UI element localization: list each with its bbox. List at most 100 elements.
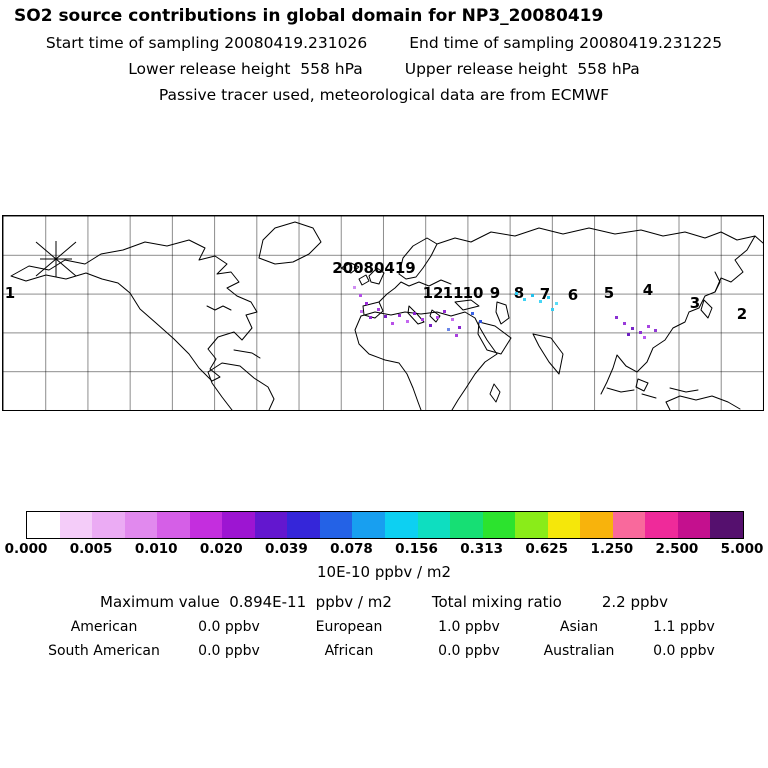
figure-title: SO2 source contributions in global domai… — [14, 6, 604, 26]
colorbar-strip — [710, 512, 744, 538]
colorbar — [26, 511, 744, 539]
colorbar-tick-label: 0.313 — [460, 541, 503, 557]
source-region-label: European — [315, 619, 383, 635]
colorbar-strip — [482, 512, 516, 538]
lower-release-text: Lower release height 558 hPa — [128, 60, 363, 78]
colorbar-tick-label: 1.250 — [590, 541, 634, 557]
colorbar-strip — [124, 512, 158, 538]
colorbar-tick-label: 0.625 — [525, 541, 569, 557]
source-region-label: American — [70, 619, 138, 635]
colorbar-strip — [547, 512, 581, 538]
concentration-dot — [531, 294, 534, 297]
source-region-value: 1.1 ppbv — [653, 619, 715, 635]
colorbar-tick-label: 0.039 — [265, 541, 308, 557]
concentration-dot — [627, 333, 630, 336]
colorbar-tick-label: 5.000 — [720, 541, 764, 557]
colorbar-strip — [450, 512, 483, 538]
colorbar-strip — [27, 512, 60, 538]
source-region-value: 0.0 ppbv — [653, 643, 715, 659]
end-time-text: End time of sampling 20080419.231225 — [409, 34, 723, 52]
tracer-note-text: Passive tracer used, meteorological data… — [158, 86, 610, 104]
colorbar-strip — [157, 512, 190, 538]
source-region-label: Australian — [543, 643, 615, 659]
concentration-dot — [365, 302, 368, 305]
concentration-dot — [631, 327, 634, 330]
world-coastlines — [10, 221, 763, 410]
colorbar-strip — [580, 512, 613, 538]
concentration-dot — [391, 322, 394, 325]
concentration-dot — [455, 334, 458, 337]
source-region-value: 0.0 ppbv — [198, 619, 260, 635]
total-mixing-ratio-value: 2.2 ppbv — [601, 593, 668, 611]
trajectory-date-label: 20080419 — [332, 259, 416, 277]
upper-release-text: Upper release height 558 hPa — [404, 60, 640, 78]
concentration-dot — [471, 312, 474, 315]
colorbar-tick-label: 0.078 — [330, 541, 373, 557]
colorbar-strip — [319, 512, 353, 538]
release-point-marker — [35, 241, 77, 277]
source-region-value: 0.0 ppbv — [198, 643, 260, 659]
colorbar-strip — [515, 512, 548, 538]
source-region-label: Asian — [559, 619, 599, 635]
source-contributions-table: American 0.0 ppbv European 1.0 ppbv Asian 1.1… — [34, 619, 734, 659]
concentration-dot — [406, 320, 409, 323]
colorbar-strip — [254, 512, 288, 538]
tracer-note-line: Passive tracer used, meteorological data… — [0, 86, 768, 104]
source-region-value: 0.0 ppbv — [438, 643, 500, 659]
concentration-dot — [551, 308, 554, 311]
concentration-dot — [458, 326, 461, 329]
concentration-dot — [555, 302, 558, 305]
colorbar-strip — [189, 512, 223, 538]
stats-summary-line: Maximum value 0.894E-11 ppbv / m2 Total … — [0, 593, 768, 611]
colorbar-tick-label: 2.500 — [655, 541, 699, 557]
trajectory-day-label: 7 — [539, 285, 551, 303]
concentration-dot — [547, 296, 550, 299]
colorbar-tick-labels: 0.000 0.005 0.010 0.020 0.039 0.078 0.156 0.313… — [5, 541, 764, 557]
release-heights-line: Lower release height 558 hPa Upper relea… — [0, 60, 768, 78]
concentration-dot — [623, 322, 626, 325]
map-overlay: 1 20080419 12 11 10 9 8 7 6 5 4 3 2 — [3, 216, 763, 410]
concentration-dot — [413, 312, 416, 315]
trajectory-day-label: 10 — [462, 284, 484, 302]
concentration-dot — [523, 298, 526, 301]
colorbar-tick-label: 0.000 — [4, 541, 48, 557]
concentration-dot — [353, 286, 356, 289]
trajectory-day-label: 6 — [567, 286, 579, 304]
concentration-dot — [615, 316, 618, 319]
concentration-dot — [479, 320, 482, 323]
colorbar-strip — [287, 512, 320, 538]
trajectory-day-label: 1 — [4, 284, 16, 302]
colorbar-strip — [352, 512, 386, 538]
colorbar-strip — [645, 512, 678, 538]
concentration-dot — [421, 318, 424, 321]
concentration-dot — [359, 294, 362, 297]
colorbar-strip — [59, 512, 93, 538]
trajectory-day-label: 2 — [736, 305, 748, 323]
concentration-dot — [369, 316, 372, 319]
source-region-label: South American — [48, 643, 160, 659]
trajectory-day-label: 12 — [422, 284, 444, 302]
concentration-dot — [654, 329, 657, 332]
colorbar-strip — [222, 512, 255, 538]
colorbar-strip — [385, 512, 418, 538]
colorbar-tick-label: 0.010 — [134, 541, 178, 557]
concentration-dot — [515, 292, 518, 295]
colorbar-strip — [677, 512, 711, 538]
colorbar-tick-label: 0.156 — [395, 541, 438, 557]
concentration-dot — [429, 324, 432, 327]
world-map: 1 20080419 12 11 10 9 8 7 6 5 4 3 2 — [2, 215, 764, 411]
concentration-dot — [377, 308, 380, 311]
colorbar-strip — [612, 512, 646, 538]
trajectory-day-label: 8 — [513, 284, 525, 302]
source-region-label: African — [324, 643, 374, 659]
start-time-text: Start time of sampling 20080419.231026 — [45, 34, 368, 52]
trajectory-day-label: 11 — [442, 284, 464, 302]
concentration-dot — [647, 325, 650, 328]
concentration-dot — [539, 300, 542, 303]
concentration-dot — [384, 315, 387, 318]
concentration-dot — [447, 328, 450, 331]
concentration-dot — [639, 331, 642, 334]
colorbar-strip — [92, 512, 125, 538]
trajectory-day-label: 3 — [689, 294, 701, 312]
